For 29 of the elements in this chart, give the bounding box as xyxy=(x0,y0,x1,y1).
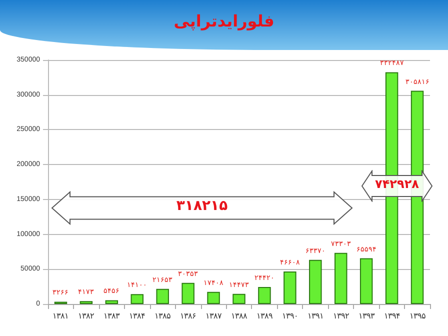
x-tick-label: ۱۳۸۷ xyxy=(206,312,223,320)
bar xyxy=(360,258,373,304)
bar xyxy=(156,288,169,304)
x-tick-label: ۱۳۸۲ xyxy=(78,312,94,320)
bar xyxy=(284,272,296,304)
x-tick-label: ۱۳۹۴ xyxy=(384,312,400,320)
bar xyxy=(105,300,118,304)
bar xyxy=(258,286,271,304)
bar xyxy=(232,294,246,304)
x-tick-label: ۱۳۹۲ xyxy=(332,312,349,320)
bar xyxy=(334,252,348,304)
bar xyxy=(309,260,322,304)
x-tick-label: ۱۳۹۳ xyxy=(358,312,376,320)
bar xyxy=(207,292,220,304)
x-tick-label: ۱۳۸۳ xyxy=(104,312,121,320)
x-tick-label: ۱۳۸۴ xyxy=(129,312,146,320)
x-tick-label: ۱۳۸۱ xyxy=(52,312,69,320)
x-tick-label: ۱۳۹۱ xyxy=(307,312,324,320)
bar xyxy=(130,294,144,304)
chart-title: فلورایدتراپی xyxy=(174,12,274,30)
x-tick-label: ۱۳۹۰ xyxy=(282,312,298,320)
annotation: ۷۴۲۹۲۸ xyxy=(374,177,420,191)
x-tick-label: ۱۳۸۸ xyxy=(231,312,248,320)
x-tick-label: ۱۳۸۵ xyxy=(154,312,171,320)
bar xyxy=(182,282,194,304)
annotation: ۳۱۸۲۱۵ xyxy=(175,198,229,214)
x-tick-label: ۱۳۸۹ xyxy=(256,312,272,320)
x-tick-label: ۱۳۹۵ xyxy=(409,312,426,320)
x-tick-label: ۱۳۸۶ xyxy=(180,312,196,320)
